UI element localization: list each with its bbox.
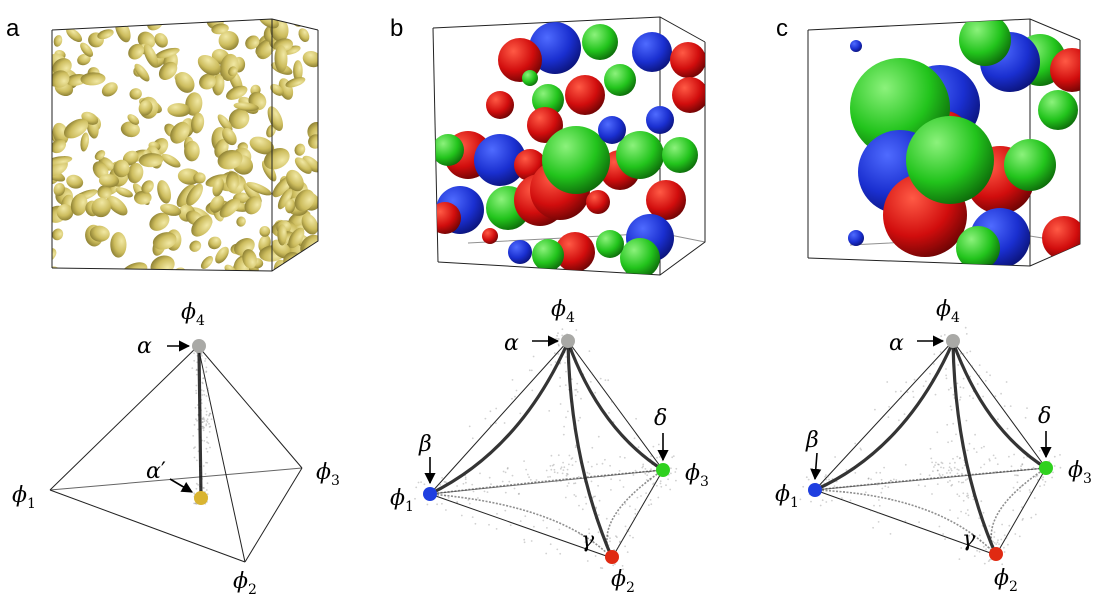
phase-point-delta: [656, 463, 670, 477]
grain-spheres-c: [848, 19, 1080, 266]
label-alpha: α: [504, 331, 519, 356]
label-alpha: α: [137, 334, 152, 359]
panel-c-tetrahedron: α β γ δ ϕ4 ϕ1 ϕ3 ϕ2: [775, 297, 1092, 595]
phase-point-alpha: [946, 334, 960, 348]
panel-b-tetrahedron: α β γ δ ϕ4 ϕ1 ϕ3 ϕ2: [390, 297, 709, 595]
panel-label-b: b: [390, 15, 403, 42]
vertex-phi4: ϕ4: [551, 297, 575, 326]
vertex-phi4: ϕ4: [181, 300, 205, 329]
label-alpha-prime: α′: [146, 459, 166, 484]
grain-spheres-b: [433, 22, 705, 275]
phase-point-beta: [808, 483, 822, 497]
vertex-phi3: ϕ3: [685, 461, 709, 490]
vertex-phi1: ϕ1: [12, 483, 36, 512]
label-gamma: γ: [581, 528, 595, 553]
panel-a-tetrahedron: α α′ ϕ4 ϕ1 ϕ3 ϕ2: [12, 300, 340, 595]
phase-point-gamma: [605, 550, 619, 564]
label-delta: δ: [654, 406, 667, 431]
panel-label-a: a: [6, 15, 20, 42]
phase-point-beta: [423, 487, 437, 501]
label-beta: β: [418, 432, 432, 457]
phase-point-alpha: [561, 334, 575, 348]
panel-label-c: c: [776, 15, 788, 42]
yellow-microstructure: [52, 19, 318, 271]
label-beta: β: [805, 428, 819, 453]
vertex-phi3: ϕ3: [316, 460, 340, 489]
phase-point-alpha: [192, 339, 206, 353]
label-gamma: γ: [962, 527, 976, 552]
vertex-phi2: ϕ2: [233, 569, 257, 595]
panel-a-volume: [51, 18, 319, 272]
vertex-phi2: ϕ2: [994, 566, 1018, 595]
panel-c-volume: [807, 18, 1081, 267]
vertex-phi3: ϕ3: [1068, 458, 1092, 487]
vertex-phi1: ϕ1: [775, 482, 799, 511]
phase-point-alpha-prime: [194, 491, 208, 505]
vertex-phi1: ϕ1: [390, 486, 414, 515]
label-delta: δ: [1038, 404, 1051, 429]
label-alpha: α: [889, 331, 904, 356]
vertex-phi2: ϕ2: [611, 567, 635, 595]
vertex-phi4: ϕ4: [936, 297, 960, 326]
panel-b-volume: [432, 16, 706, 276]
phase-point-gamma: [989, 547, 1003, 561]
phase-point-delta: [1039, 461, 1053, 475]
